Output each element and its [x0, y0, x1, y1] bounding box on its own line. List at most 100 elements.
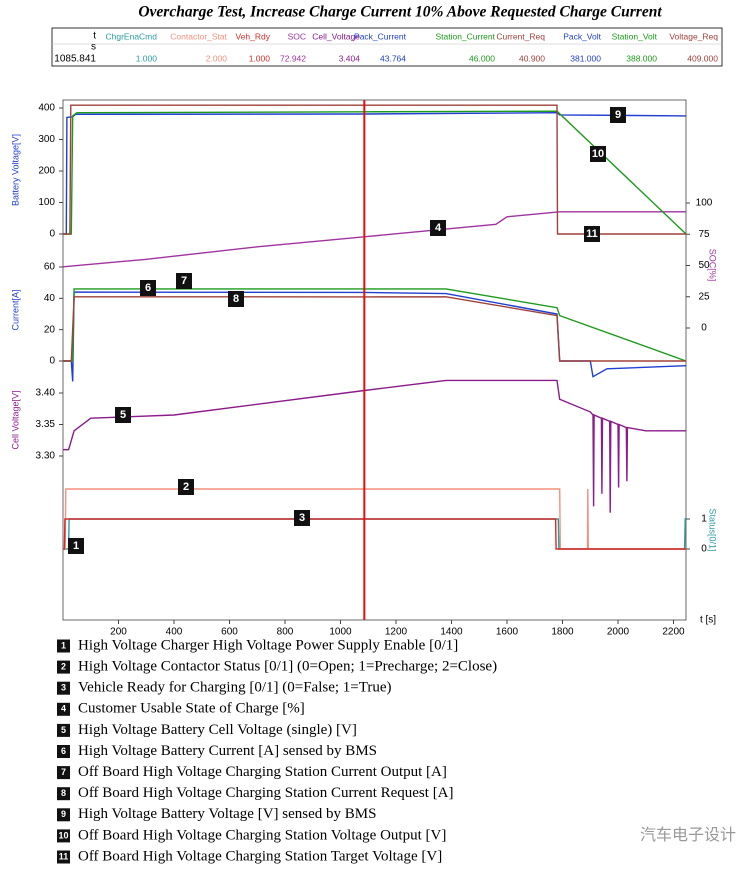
table-value: 381.000 — [570, 53, 601, 63]
marker-box — [178, 479, 194, 495]
marker-box — [590, 146, 606, 162]
y-tick-label: 1 — [701, 514, 707, 525]
legend-text: High Voltage Battery Cell Voltage (singl… — [78, 722, 357, 738]
x-tick-label: 2200 — [662, 627, 685, 638]
legend-box — [57, 745, 70, 758]
table-value: 2.000 — [206, 53, 228, 63]
marker-label: 10 — [592, 148, 604, 160]
y-tick-label: 400 — [38, 103, 55, 114]
legend-number: 4 — [61, 704, 66, 714]
x-tick-label: 2000 — [607, 627, 630, 638]
plot-area — [62, 99, 687, 621]
legend-number: 8 — [61, 788, 66, 798]
y-tick-label: 200 — [38, 166, 55, 177]
table-value: 1.000 — [136, 53, 158, 63]
legend-box — [57, 850, 70, 864]
legend-text: High Voltage Battery Voltage [V] sensed … — [78, 806, 376, 822]
marker-label: 3 — [299, 512, 305, 524]
marker-box — [140, 280, 156, 296]
legend-number: 10 — [58, 830, 68, 840]
table-header: Pack_Current — [354, 31, 407, 41]
y-tick-label: 100 — [696, 198, 713, 209]
legend-text: High Voltage Charger High Voltage Power … — [78, 637, 458, 653]
legend-number: 6 — [61, 746, 66, 756]
x-tick-label: 1800 — [551, 627, 574, 638]
marker-box — [115, 407, 131, 423]
series-line — [63, 288, 687, 362]
table-value: 43.764 — [380, 53, 406, 63]
table-value: 46.000 — [469, 53, 495, 63]
legend-box — [57, 660, 70, 674]
table-header: ChgrEnaCmd — [106, 31, 158, 41]
legend-text: Vehicle Ready for Charging [0/1] (0=Fals… — [78, 680, 392, 696]
table-value: 409.000 — [687, 53, 718, 63]
legend-text: Off Board High Voltage Charging Station … — [78, 848, 442, 864]
legend-box — [57, 639, 70, 653]
marker-box — [584, 226, 600, 242]
y-tick-label: 20 — [44, 324, 56, 335]
legend-text: High Voltage Contactor Status [0/1] (0=O… — [78, 659, 497, 675]
table-header: Pack_Volt — [563, 31, 601, 41]
legend-text: Off Board High Voltage Charging Station … — [78, 827, 446, 843]
marker-box — [176, 273, 192, 289]
series-line — [63, 379, 686, 513]
series-line — [63, 518, 686, 550]
legend-number: 9 — [61, 809, 66, 819]
x-tick-label: 1400 — [440, 627, 463, 638]
marker-label: 7 — [181, 275, 187, 287]
x-axis-label: t [s] — [700, 615, 716, 626]
y-tick-label: 75 — [698, 229, 710, 240]
x-tick-label: 400 — [166, 627, 183, 638]
y-axis-label: Current[A] — [10, 289, 20, 330]
table-value: 40.900 — [519, 53, 545, 63]
series-line — [63, 104, 686, 235]
legend-number: 3 — [61, 683, 66, 693]
legend-number: 5 — [61, 725, 66, 735]
x-tick-label: 1200 — [385, 627, 408, 638]
table-value: 1.000 — [249, 53, 271, 63]
y-tick-label: 25 — [698, 291, 710, 302]
legend-box — [57, 829, 70, 843]
y-tick-label: 50 — [698, 260, 710, 271]
marker-label: 9 — [615, 109, 621, 121]
x-tick-label: 600 — [221, 627, 238, 638]
legend-box — [57, 808, 70, 822]
y-axis-label: Battery Voltage[V] — [10, 134, 20, 206]
series-line — [63, 296, 686, 362]
y-axis-label: SOC[%] — [708, 249, 718, 282]
y-axis-label: Cell Voltage[V] — [10, 390, 20, 449]
legend-text: Customer Usable State of Charge [%] — [78, 701, 305, 717]
legend-number: 7 — [61, 767, 66, 777]
y-tick-label: 0 — [49, 229, 55, 240]
legend-number: 2 — [61, 661, 66, 671]
y-tick-label: 60 — [44, 262, 56, 273]
series-line — [63, 518, 686, 550]
legend-number: 11 — [59, 851, 69, 861]
table-header: Current_Req — [496, 31, 545, 41]
marker-box — [610, 107, 626, 123]
legend-box — [57, 766, 70, 780]
table-header: Contactor_Stat — [170, 31, 227, 41]
marker-label: 2 — [183, 481, 189, 493]
legend-box — [57, 681, 70, 695]
x-tick-label: 1600 — [496, 627, 519, 638]
legend-box — [57, 787, 70, 801]
table-value: 3.404 — [339, 53, 361, 63]
table-value: 388.000 — [626, 53, 657, 63]
marker-label: 6 — [145, 282, 151, 294]
marker-label: 1 — [73, 540, 79, 552]
watermark: 汽车电子设计 — [640, 826, 736, 844]
y-tick-label: 300 — [38, 134, 55, 145]
marker-box — [294, 510, 310, 526]
y-tick-label: 40 — [44, 293, 56, 304]
cursor-label: t — [93, 31, 96, 42]
table-header: SOC — [288, 31, 306, 41]
cursor-unit: s — [91, 42, 96, 53]
x-tick-label: 1000 — [329, 627, 352, 638]
table-header: Voltage_Req — [669, 31, 718, 41]
table-header: Veh_Rdy — [236, 31, 271, 41]
legend-text: Off Board High Voltage Charging Station … — [78, 764, 447, 780]
marker-label: 8 — [233, 293, 239, 305]
cursor-time: 1085.841 — [54, 54, 96, 65]
